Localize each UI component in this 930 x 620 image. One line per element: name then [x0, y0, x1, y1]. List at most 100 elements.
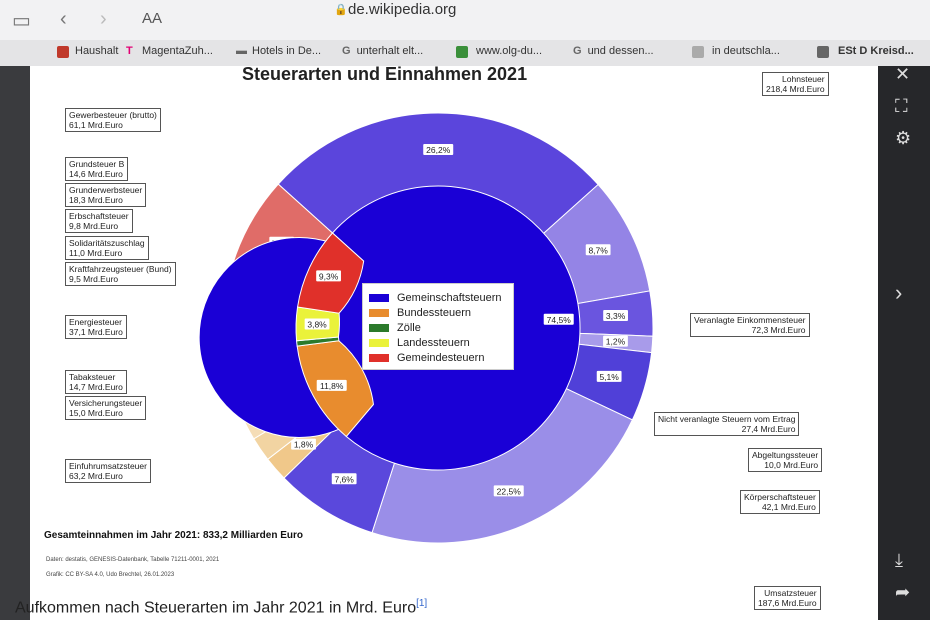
callout-value: 27,4 Mrd.Euro — [741, 424, 796, 434]
callout-nicht-veranlagte: Nicht veranlagte Steuern vom Ertrag 27,4 … — [654, 412, 800, 436]
callout-kraftfahrzeugsteuer: Kraftfahrzeugsteuer (Bund) 9,5 Mrd.Euro — [65, 262, 176, 286]
next-image-icon[interactable]: › — [895, 280, 903, 305]
callout-value: 9,5 Mrd.Euro — [69, 274, 119, 284]
svg-text:1,8%: 1,8% — [294, 440, 314, 450]
share-icon[interactable]: ➦ — [895, 582, 911, 602]
total-revenue-label: Gesamteinnahmen im Jahr 2021: 833,2 Mill… — [44, 530, 303, 541]
license-line: Grafik: CC BY-SA 4.0, Udo Brechtel, 26.0… — [46, 572, 175, 578]
inner-ring-data-label: 9,3% — [316, 270, 341, 282]
image-caption: Aufkommen nach Steuerarten im Jahr 2021 … — [15, 598, 427, 617]
callout-value: 10,0 Mrd.Euro — [764, 460, 819, 470]
svg-text:3,3%: 3,3% — [606, 311, 626, 321]
callout-value: 14,7 Mrd.Euro — [69, 382, 123, 392]
callout-name: Gewerbesteuer (brutto) — [69, 110, 157, 120]
tab-magenta[interactable]: MagentaZuh... — [142, 45, 213, 57]
tab-haushalt[interactable]: Haushalt — [75, 45, 119, 57]
tab-hotels[interactable]: Hotels in De... — [252, 45, 322, 57]
telekom-icon: T — [126, 45, 133, 57]
lock-icon: 🔒 — [334, 4, 348, 16]
callout-value: 61,1 Mrd.Euro — [69, 120, 123, 130]
svg-text:1,2%: 1,2% — [606, 337, 626, 347]
chart-legend: Gemeinschaftsteuern Bundessteuern Zölle … — [362, 283, 514, 370]
outer-ring-data-label: 8,7% — [585, 244, 611, 256]
callout-value: 187,6 Mrd.Euro — [758, 598, 817, 608]
callout-name: Kraftfahrzeugsteuer (Bund) — [69, 264, 172, 274]
callout-grundsteuer: Grundsteuer B 14,6 Mrd.Euro — [65, 157, 129, 181]
outer-ring-data-label: 3,3% — [603, 309, 628, 321]
outer-ring-data-label: 5,1% — [596, 370, 622, 382]
page-favicon-icon — [692, 46, 704, 58]
callout-value: 72,3 Mrd.Euro — [751, 325, 806, 335]
download-icon[interactable]: ⤓ — [895, 550, 903, 570]
gear-icon[interactable]: ⚙ — [895, 128, 912, 148]
callout-value: 14,6 Mrd.Euro — [69, 169, 123, 179]
legend-swatch — [369, 354, 389, 362]
callout-value: 18,3 Mrd.Euro — [69, 195, 123, 205]
google-icon: G — [573, 45, 582, 57]
tab-olg[interactable]: www.olg-du... — [476, 45, 543, 57]
callout-erbschaftsteuer: Erbschaftsteuer 9,8 Mrd.Euro — [65, 209, 133, 233]
callout-koerperschaftsteuer: Körperschaftsteuer 42,1 Mrd.Euro — [740, 490, 820, 514]
callout-name: Energiesteuer — [69, 317, 122, 327]
source-line: Daten: destatis, GENESIS-Datenbank, Tabe… — [46, 557, 220, 563]
close-icon[interactable]: ✕ — [895, 64, 911, 84]
inner-ring-data-label: 74,5% — [543, 313, 574, 325]
callout-veranlagte-einkommensteuer: Veranlagte Einkommensteuer 72,3 Mrd.Euro — [690, 313, 810, 337]
footnote-link[interactable]: [1] — [416, 598, 428, 609]
svg-text:74,5%: 74,5% — [547, 315, 572, 325]
svg-text:3,8%: 3,8% — [307, 319, 327, 329]
callout-name: Versicherungsteuer — [69, 398, 143, 408]
callout-value: 37,1 Mrd.Euro — [69, 327, 123, 337]
callout-name: Umsatzsteuer — [764, 588, 817, 598]
legend-label: Zölle — [397, 322, 421, 334]
tab-est[interactable]: ESt D Kreisd... — [838, 45, 914, 57]
callout-name: Grunderwerbsteuer — [69, 185, 143, 195]
svg-text:8,7%: 8,7% — [588, 245, 608, 255]
callout-name: Lohnsteuer — [782, 74, 825, 84]
callout-name: Körperschaftsteuer — [744, 492, 816, 502]
chart-title: Steuerarten und Einnahmen 2021 — [242, 64, 528, 84]
outer-ring-data-label: 26,2% — [423, 144, 454, 156]
callout-value: 218,4 Mrd.Euro — [766, 84, 825, 94]
viewer-side-panel — [878, 66, 930, 620]
svg-text:11,8%: 11,8% — [320, 381, 344, 391]
legend-label: Gemeindesteuern — [397, 352, 485, 364]
legend-swatch — [369, 309, 389, 317]
sidebar-toggle-icon[interactable]: ▭ — [12, 10, 31, 32]
callout-solidaritaetszuschlag: Solidaritätszuschlag 11,0 Mrd.Euro — [65, 236, 149, 260]
callout-value: 42,1 Mrd.Euro — [761, 502, 816, 512]
callout-value: 63,2 Mrd.Euro — [69, 471, 123, 481]
fullscreen-icon[interactable]: ⛶ — [895, 96, 908, 116]
callout-lohnsteuer: Lohnsteuer 218,4 Mrd.Euro — [762, 72, 829, 96]
left-bezel — [0, 66, 30, 620]
callout-umsatzsteuer: Umsatzsteuer 187,6 Mrd.Euro — [754, 586, 821, 610]
dash-icon: ▬ — [236, 45, 247, 57]
callout-name: Nicht veranlagte Steuern vom Ertrag — [658, 414, 796, 424]
text-size-button[interactable]: AA — [142, 10, 163, 27]
google-icon: G — [342, 45, 351, 57]
legend-label: Gemeinschaftsteuern — [397, 292, 502, 304]
callout-grunderwerbsteuer: Grunderwerbsteuer 18,3 Mrd.Euro — [65, 183, 147, 207]
legend-label: Bundessteuern — [397, 307, 471, 319]
callout-abgeltungssteuer: Abgeltungssteuer 10,0 Mrd.Euro — [748, 448, 823, 472]
inner-ring-data-label: 11,8% — [316, 379, 347, 391]
callout-tabaksteuer: Tabaksteuer 14,7 Mrd.Euro — [65, 370, 127, 394]
outer-ring-data-label: 1,8% — [291, 438, 316, 450]
callout-energiesteuer: Energiesteuer 37,1 Mrd.Euro — [65, 315, 127, 339]
svg-text:9,3%: 9,3% — [319, 271, 339, 281]
forward-icon[interactable]: › — [100, 8, 107, 30]
inner-ring-data-label: 3,8% — [304, 318, 330, 330]
callout-value: 9,8 Mrd.Euro — [69, 221, 119, 231]
browser-toolbar: ▭ ‹ › AA 🔒 de.wikipedia.org — [0, 0, 930, 40]
back-icon[interactable]: ‹ — [60, 8, 67, 30]
outer-ring-data-label: 22,5% — [493, 485, 524, 497]
callout-name: Tabaksteuer — [69, 372, 116, 382]
favicon-icon — [57, 46, 69, 58]
address-bar[interactable]: de.wikipedia.org — [348, 1, 457, 18]
tab-in-deutschland[interactable]: in deutschla... — [712, 45, 780, 57]
callout-name: Abgeltungssteuer — [752, 450, 819, 460]
olg-favicon-icon — [456, 46, 468, 58]
outer-ring-data-label: 1,2% — [603, 335, 628, 347]
